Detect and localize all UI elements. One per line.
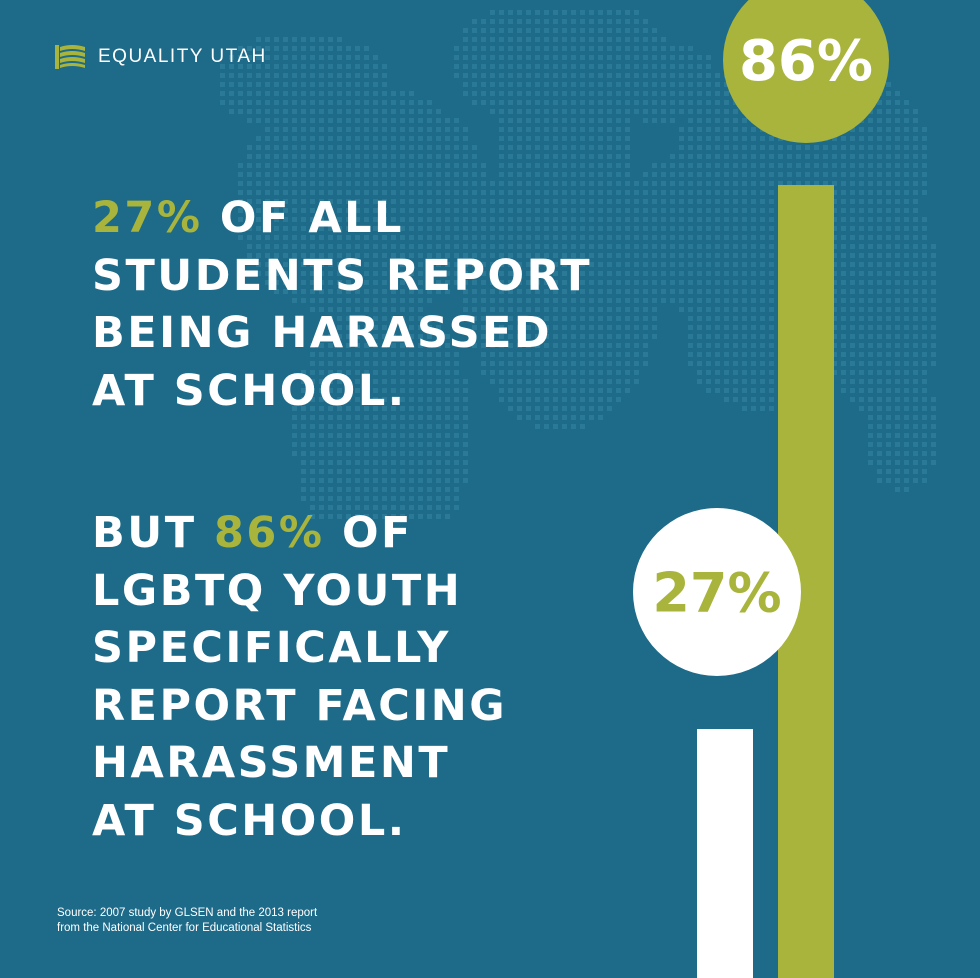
headline-1-line-1: OF ALL xyxy=(219,193,404,243)
headline-1-line-4: AT SCHOOL. xyxy=(92,365,407,416)
headline-1-line-3: BEING HARASSED xyxy=(92,308,553,358)
value-label-2: 86% xyxy=(739,29,873,94)
highlight-27-percent: 27% xyxy=(92,193,203,243)
headline-2-suffix: OF xyxy=(341,508,413,558)
source-line-2: from the National Center for Educational… xyxy=(57,922,312,934)
bar-all-students xyxy=(697,729,753,978)
value-label-circle-2 xyxy=(723,0,889,143)
source-citation: Source: 2007 study by GLSEN and the 2013… xyxy=(57,906,317,936)
brand-name: EQUALITY UTAH xyxy=(98,46,267,67)
headline-lgbtq-youth: BUT 86% OF LGBTQ YOUTH SPECIFICALLY REPO… xyxy=(92,505,507,850)
headline-2-line-6: AT SCHOOL. xyxy=(92,795,407,846)
headline-2-prefix: BUT xyxy=(92,508,197,558)
headline-2-line-4: REPORT FACING xyxy=(92,680,508,731)
value-label-circle-1 xyxy=(633,508,801,677)
highlight-86-percent: 86% xyxy=(214,508,325,558)
value-label-1: 27% xyxy=(652,561,781,624)
headline-all-students: 27% OF ALL STUDENTS REPORT BEING HARASSE… xyxy=(92,190,592,420)
brand-logo: EQUALITY UTAH xyxy=(54,43,267,71)
headline-1-line-2: STUDENTS REPORT xyxy=(92,250,593,301)
source-line-1: Source: 2007 study by GLSEN and the 2013… xyxy=(57,907,318,919)
headline-2-line-5: HARASSMENT xyxy=(92,738,451,788)
book-flag-icon xyxy=(55,45,85,69)
headline-2-line-2: LGBTQ YOUTH xyxy=(92,565,463,616)
headline-2-line-3: SPECIFICALLY xyxy=(92,623,451,673)
